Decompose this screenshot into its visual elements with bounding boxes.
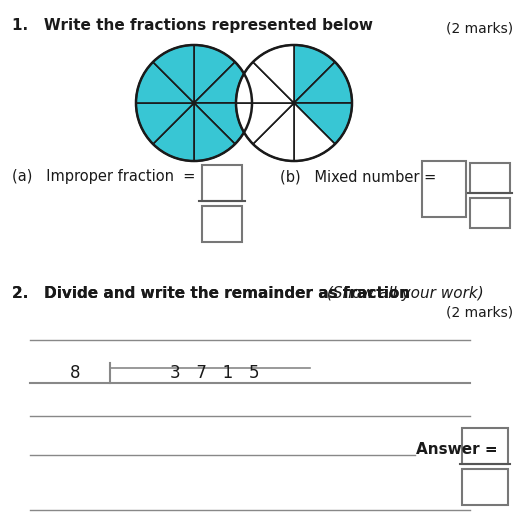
Bar xyxy=(202,206,242,242)
Text: (Show all your work): (Show all your work) xyxy=(322,286,484,301)
Wedge shape xyxy=(153,103,194,161)
Bar xyxy=(470,163,510,193)
Bar xyxy=(462,428,508,464)
Wedge shape xyxy=(194,103,252,144)
Wedge shape xyxy=(136,62,194,103)
Wedge shape xyxy=(294,62,352,103)
Text: (2 marks): (2 marks) xyxy=(446,305,513,319)
Wedge shape xyxy=(294,103,352,144)
Wedge shape xyxy=(153,45,194,103)
Wedge shape xyxy=(253,45,294,103)
Bar xyxy=(462,469,508,505)
Text: 2.   Divide and write the remainder as fraction: 2. Divide and write the remainder as fra… xyxy=(12,286,410,301)
Wedge shape xyxy=(294,103,335,161)
Text: 3   7   1   5: 3 7 1 5 xyxy=(170,364,260,382)
Text: 2.   Divide and write the remainder as fraction: 2. Divide and write the remainder as fra… xyxy=(12,286,410,301)
Text: 8: 8 xyxy=(70,364,80,382)
Bar xyxy=(422,161,466,217)
Wedge shape xyxy=(294,45,335,103)
Wedge shape xyxy=(194,62,252,103)
Text: (a)   Improper fraction  =: (a) Improper fraction = xyxy=(12,169,196,184)
Text: (b)   Mixed number =: (b) Mixed number = xyxy=(280,169,436,184)
Wedge shape xyxy=(136,103,194,144)
Wedge shape xyxy=(194,103,235,161)
Wedge shape xyxy=(253,103,294,161)
Wedge shape xyxy=(194,45,235,103)
Text: Answer =: Answer = xyxy=(416,442,497,457)
Text: (2 marks): (2 marks) xyxy=(446,22,513,36)
Wedge shape xyxy=(236,103,294,144)
Bar xyxy=(202,165,242,201)
Text: 1.   Write the fractions represented below: 1. Write the fractions represented below xyxy=(12,18,373,33)
Wedge shape xyxy=(236,62,294,103)
Bar xyxy=(470,198,510,228)
